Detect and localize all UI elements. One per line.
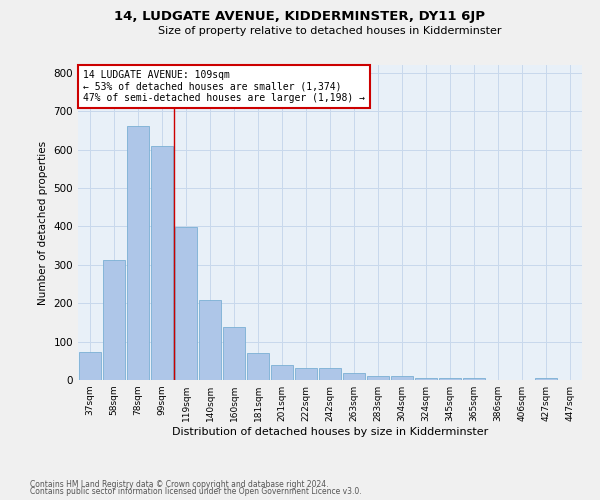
X-axis label: Distribution of detached houses by size in Kidderminster: Distribution of detached houses by size … [172,427,488,437]
Bar [247,353,269,380]
Bar [439,378,461,380]
Y-axis label: Number of detached properties: Number of detached properties [38,140,48,304]
Title: Size of property relative to detached houses in Kidderminster: Size of property relative to detached ho… [158,26,502,36]
Bar [463,378,485,380]
Text: Contains public sector information licensed under the Open Government Licence v3: Contains public sector information licen… [30,487,362,496]
Bar [415,378,437,380]
Text: Contains HM Land Registry data © Crown copyright and database right 2024.: Contains HM Land Registry data © Crown c… [30,480,329,489]
Bar [271,364,293,380]
Bar [127,126,149,380]
Bar [151,146,173,380]
Bar [319,368,341,380]
Bar [79,352,101,380]
Bar [343,373,365,380]
Bar [367,376,389,380]
Bar [175,227,197,380]
Text: 14 LUDGATE AVENUE: 109sqm
← 53% of detached houses are smaller (1,374)
47% of se: 14 LUDGATE AVENUE: 109sqm ← 53% of detac… [83,70,365,103]
Bar [103,260,125,380]
Bar [391,376,413,380]
Bar [295,368,317,380]
Bar [223,327,245,380]
Bar [199,300,221,380]
Text: 14, LUDGATE AVENUE, KIDDERMINSTER, DY11 6JP: 14, LUDGATE AVENUE, KIDDERMINSTER, DY11 … [115,10,485,23]
Bar [535,378,557,380]
